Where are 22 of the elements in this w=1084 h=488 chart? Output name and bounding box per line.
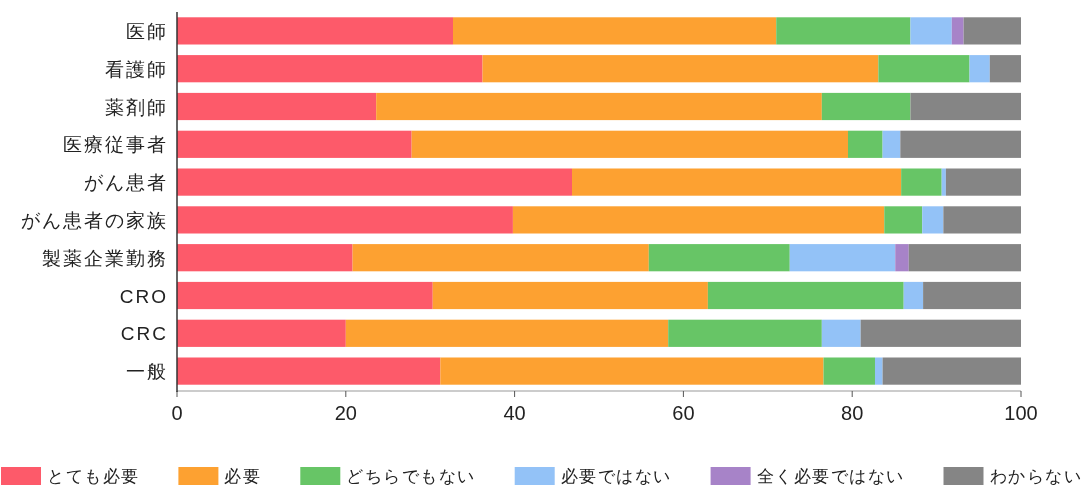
x-tick-label: 20 <box>334 402 357 424</box>
legend-label: 必要 <box>224 467 262 486</box>
y-tick-label: 薬剤師 <box>105 96 168 118</box>
x-tick-label: 0 <box>171 402 183 424</box>
y-tick-label: 一般 <box>126 361 168 383</box>
y-tick-label: CRC <box>120 323 168 345</box>
x-tick-label: 40 <box>503 402 526 424</box>
legend-label: 必要ではない <box>560 467 672 486</box>
y-tick-label: 製薬企業勤務 <box>42 247 168 269</box>
x-tick-label: 80 <box>841 402 864 424</box>
x-tick-label: 100 <box>1004 402 1038 424</box>
y-tick-label: 医療従事者 <box>63 134 168 156</box>
y-tick-label: 看護師 <box>105 58 168 80</box>
x-tick-label: 60 <box>672 402 695 424</box>
legend-label: わからない <box>989 467 1082 486</box>
y-tick-label: CRO <box>119 285 168 307</box>
legend-label: どちらでもない <box>346 467 476 486</box>
y-tick-label: がん患者の家族 <box>21 209 168 231</box>
y-tick-label: 医師 <box>126 20 168 42</box>
y-tick-label: がん患者 <box>84 172 168 194</box>
legend-label: とても必要 <box>47 467 140 486</box>
legend-label: 全く必要ではない <box>756 467 905 486</box>
